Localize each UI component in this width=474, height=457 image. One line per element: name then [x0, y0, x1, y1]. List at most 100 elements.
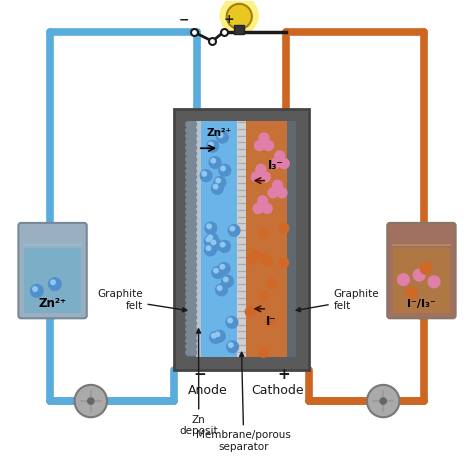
Text: Membrane/porous
separator: Membrane/porous separator [196, 352, 291, 452]
Circle shape [191, 268, 197, 273]
Circle shape [216, 178, 220, 183]
Circle shape [211, 240, 216, 244]
Circle shape [191, 286, 197, 291]
Circle shape [398, 274, 409, 286]
Text: Zn²⁺: Zn²⁺ [38, 298, 67, 310]
Circle shape [219, 165, 231, 176]
Circle shape [267, 279, 277, 289]
Circle shape [277, 188, 287, 198]
Circle shape [210, 332, 221, 343]
Circle shape [186, 227, 191, 232]
Circle shape [260, 253, 270, 263]
Circle shape [186, 163, 191, 168]
Circle shape [191, 192, 197, 197]
Circle shape [380, 398, 386, 404]
Circle shape [186, 122, 191, 127]
Circle shape [217, 131, 228, 143]
Circle shape [191, 227, 197, 232]
Circle shape [186, 344, 191, 349]
Circle shape [191, 151, 197, 156]
Circle shape [268, 188, 278, 198]
Circle shape [189, 326, 194, 332]
Circle shape [189, 315, 194, 320]
Circle shape [206, 233, 218, 245]
Circle shape [215, 332, 220, 337]
Circle shape [191, 309, 197, 314]
FancyBboxPatch shape [392, 248, 450, 313]
Circle shape [189, 303, 194, 308]
Circle shape [74, 385, 107, 417]
Circle shape [186, 286, 191, 291]
Circle shape [189, 139, 194, 145]
Circle shape [189, 239, 194, 244]
Circle shape [250, 250, 260, 260]
Circle shape [219, 240, 230, 252]
Circle shape [186, 233, 191, 238]
Circle shape [256, 165, 266, 174]
Circle shape [191, 244, 197, 250]
Circle shape [227, 4, 252, 29]
Circle shape [214, 268, 218, 273]
FancyBboxPatch shape [245, 121, 296, 357]
Circle shape [270, 159, 280, 169]
Circle shape [202, 171, 207, 176]
Circle shape [420, 262, 432, 274]
Circle shape [186, 280, 191, 285]
Circle shape [258, 228, 268, 239]
Circle shape [191, 291, 197, 297]
Circle shape [189, 280, 194, 285]
Circle shape [222, 276, 233, 287]
Circle shape [200, 170, 212, 181]
Circle shape [186, 151, 191, 156]
Circle shape [191, 280, 197, 285]
FancyBboxPatch shape [234, 25, 244, 34]
Circle shape [191, 122, 197, 127]
Circle shape [209, 142, 213, 147]
Circle shape [227, 341, 238, 353]
Text: −: − [179, 13, 190, 26]
Circle shape [367, 385, 400, 417]
Circle shape [186, 221, 191, 227]
FancyBboxPatch shape [237, 121, 246, 357]
Circle shape [186, 186, 191, 191]
Circle shape [208, 235, 212, 239]
Circle shape [189, 186, 194, 191]
Text: +: + [278, 367, 291, 383]
Circle shape [186, 291, 191, 297]
Circle shape [189, 350, 194, 355]
Circle shape [186, 215, 191, 221]
Circle shape [191, 198, 197, 203]
Circle shape [191, 274, 197, 279]
Text: I₃⁻: I₃⁻ [268, 159, 284, 172]
Circle shape [191, 215, 197, 221]
Circle shape [228, 318, 232, 323]
Circle shape [220, 242, 225, 247]
Circle shape [216, 284, 228, 296]
Circle shape [186, 303, 191, 308]
Circle shape [191, 250, 197, 256]
FancyBboxPatch shape [387, 223, 456, 318]
Circle shape [189, 209, 194, 215]
Circle shape [186, 157, 191, 162]
Circle shape [186, 332, 191, 338]
Circle shape [189, 215, 194, 221]
Circle shape [186, 268, 191, 273]
Circle shape [406, 287, 418, 299]
Circle shape [264, 141, 273, 150]
Circle shape [88, 398, 94, 404]
FancyBboxPatch shape [187, 121, 196, 357]
Circle shape [189, 268, 194, 273]
Text: Cathode: Cathode [251, 384, 304, 397]
Circle shape [259, 133, 269, 143]
Circle shape [189, 133, 194, 139]
Circle shape [191, 133, 197, 139]
Circle shape [204, 235, 216, 247]
Circle shape [230, 226, 235, 231]
Circle shape [186, 198, 191, 203]
Circle shape [255, 141, 264, 150]
Circle shape [186, 320, 191, 326]
Circle shape [191, 338, 197, 344]
Circle shape [189, 286, 194, 291]
Circle shape [279, 159, 289, 169]
Circle shape [246, 255, 256, 264]
